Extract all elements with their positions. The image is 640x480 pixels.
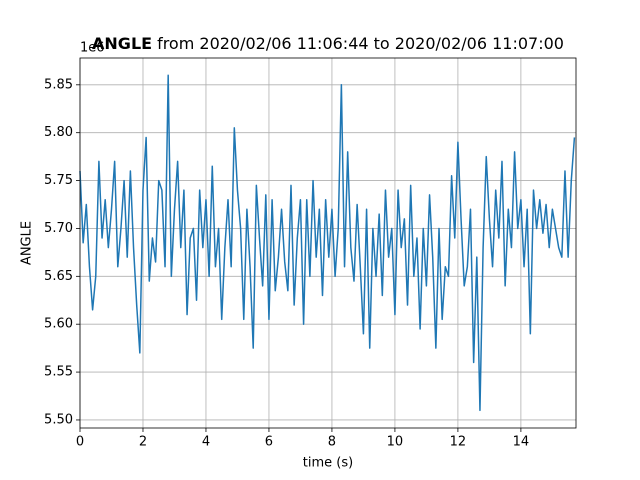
title-name: ANGLE <box>92 34 152 53</box>
x-tick-label: 12 <box>450 435 467 450</box>
y-tick-label: 5.80 <box>44 125 73 140</box>
y-tick-label: 5.85 <box>44 77 73 92</box>
title-range: from 2020/02/06 11:06:44 to 2020/02/06 1… <box>157 34 564 53</box>
y-tick-label: 5.50 <box>44 412 73 427</box>
axes-frame <box>79 57 577 429</box>
x-tick-label: 10 <box>387 435 404 450</box>
x-tick-label: 14 <box>513 435 530 450</box>
y-tick-label: 5.60 <box>44 317 73 332</box>
x-axis-label: time (s) <box>303 456 353 471</box>
x-tick-label: 4 <box>202 435 210 450</box>
x-tick-label: 0 <box>76 435 84 450</box>
chart-title: ANGLE from 2020/02/06 11:06:44 to 2020/02… <box>92 34 564 53</box>
y-tick-label: 5.75 <box>44 173 73 188</box>
y-tick-label: 5.55 <box>44 365 73 380</box>
offset-text: 1e6 <box>80 41 105 56</box>
data-line <box>79 74 576 412</box>
x-tick-label: 8 <box>328 435 336 450</box>
x-tick-label: 2 <box>139 435 147 450</box>
x-tick-label: 6 <box>265 435 273 450</box>
y-tick-label: 5.70 <box>44 221 73 236</box>
y-tick-label: 5.65 <box>44 269 73 284</box>
y-axis-label: ANGLE <box>20 221 35 265</box>
